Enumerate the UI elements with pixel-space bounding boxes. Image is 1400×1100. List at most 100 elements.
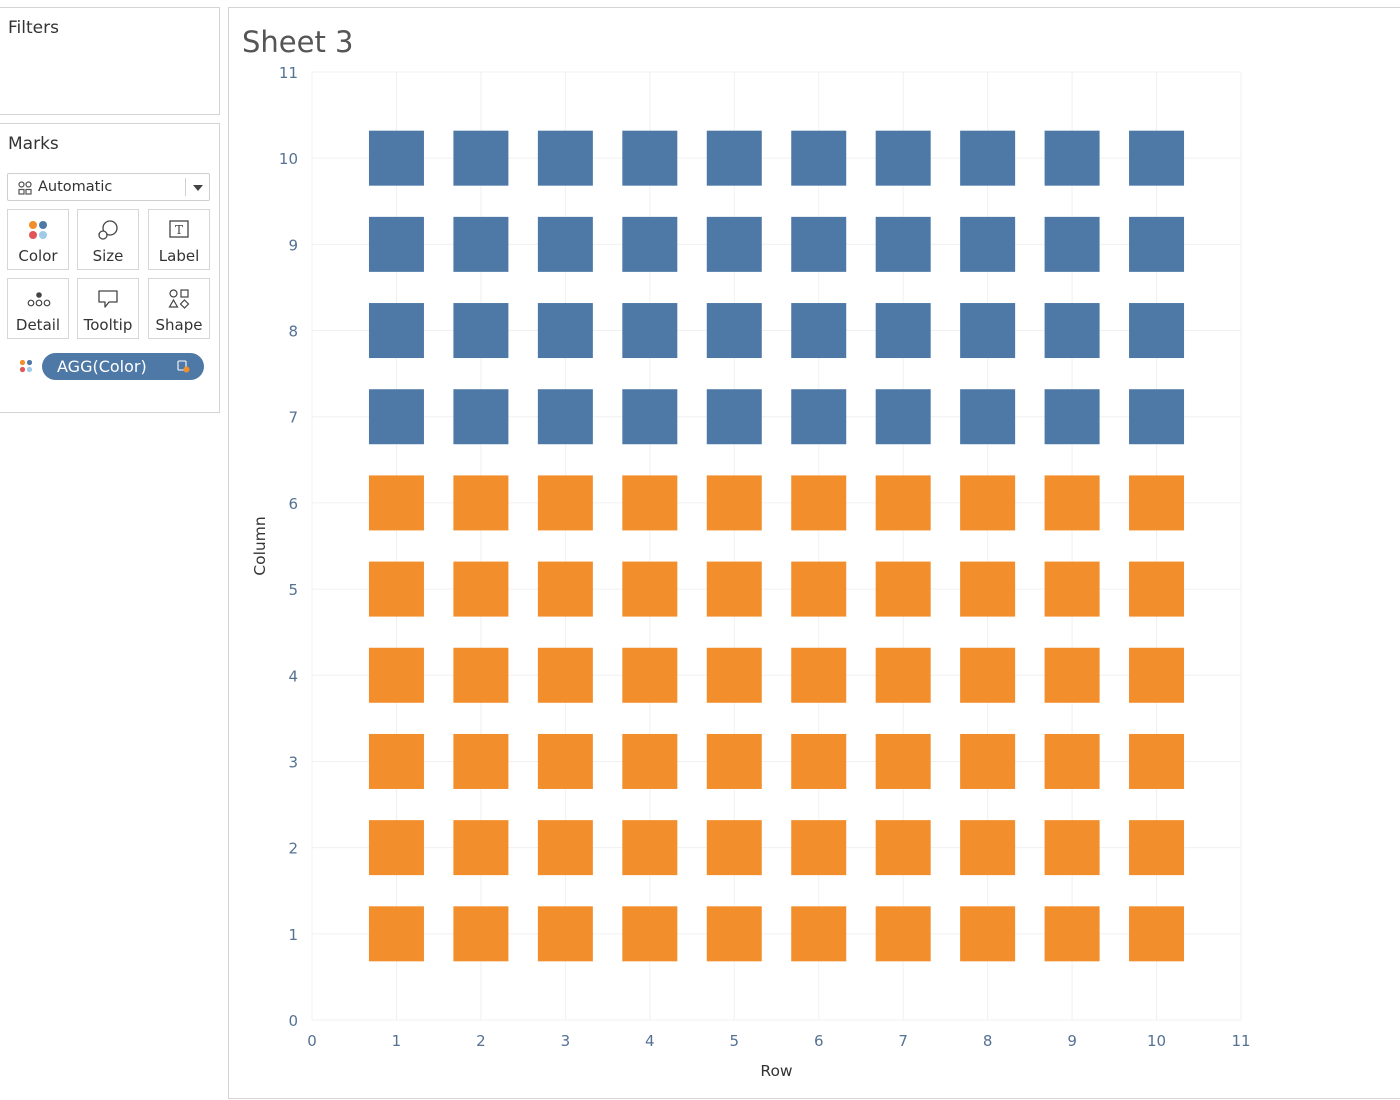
square-mark[interactable] bbox=[875, 561, 931, 617]
square-mark[interactable] bbox=[706, 216, 762, 272]
square-mark[interactable] bbox=[875, 389, 931, 445]
square-mark[interactable] bbox=[1129, 130, 1185, 186]
square-mark[interactable] bbox=[791, 216, 847, 272]
square-mark[interactable] bbox=[368, 906, 424, 962]
square-mark[interactable] bbox=[791, 733, 847, 789]
square-mark[interactable] bbox=[622, 561, 678, 617]
square-mark[interactable] bbox=[1129, 820, 1185, 876]
square-mark[interactable] bbox=[791, 475, 847, 531]
square-mark[interactable] bbox=[622, 475, 678, 531]
square-mark[interactable] bbox=[537, 733, 593, 789]
square-mark[interactable] bbox=[537, 647, 593, 703]
square-mark[interactable] bbox=[453, 561, 509, 617]
square-mark[interactable] bbox=[706, 906, 762, 962]
square-mark[interactable] bbox=[960, 561, 1016, 617]
square-mark[interactable] bbox=[791, 561, 847, 617]
square-mark[interactable] bbox=[706, 561, 762, 617]
square-mark[interactable] bbox=[875, 216, 931, 272]
square-mark[interactable] bbox=[622, 216, 678, 272]
square-mark[interactable] bbox=[368, 216, 424, 272]
square-mark[interactable] bbox=[453, 389, 509, 445]
square-mark[interactable] bbox=[537, 389, 593, 445]
square-mark[interactable] bbox=[622, 733, 678, 789]
square-mark[interactable] bbox=[791, 906, 847, 962]
square-mark[interactable] bbox=[368, 647, 424, 703]
square-mark[interactable] bbox=[706, 475, 762, 531]
square-mark[interactable] bbox=[706, 733, 762, 789]
square-mark[interactable] bbox=[1044, 820, 1100, 876]
square-mark[interactable] bbox=[706, 389, 762, 445]
square-mark[interactable] bbox=[368, 820, 424, 876]
square-mark[interactable] bbox=[1129, 216, 1185, 272]
square-mark[interactable] bbox=[368, 733, 424, 789]
square-mark[interactable] bbox=[960, 820, 1016, 876]
square-mark[interactable] bbox=[875, 820, 931, 876]
square-mark[interactable] bbox=[706, 820, 762, 876]
square-mark[interactable] bbox=[453, 303, 509, 359]
square-mark[interactable] bbox=[1044, 130, 1100, 186]
square-mark[interactable] bbox=[368, 130, 424, 186]
color-button[interactable]: Color bbox=[7, 209, 69, 270]
square-mark[interactable] bbox=[622, 906, 678, 962]
square-mark[interactable] bbox=[1044, 216, 1100, 272]
square-mark[interactable] bbox=[1044, 647, 1100, 703]
square-mark[interactable] bbox=[706, 647, 762, 703]
square-mark[interactable] bbox=[960, 130, 1016, 186]
square-mark[interactable] bbox=[453, 216, 509, 272]
mark-type-dropdown[interactable]: Automatic bbox=[7, 173, 210, 201]
square-mark[interactable] bbox=[1129, 303, 1185, 359]
square-mark[interactable] bbox=[706, 303, 762, 359]
label-button[interactable]: T Label bbox=[148, 209, 210, 270]
square-mark[interactable] bbox=[706, 130, 762, 186]
square-mark[interactable] bbox=[875, 647, 931, 703]
square-mark[interactable] bbox=[537, 820, 593, 876]
square-mark[interactable] bbox=[791, 820, 847, 876]
square-mark[interactable] bbox=[453, 906, 509, 962]
square-mark[interactable] bbox=[1044, 733, 1100, 789]
square-mark[interactable] bbox=[453, 475, 509, 531]
chevron-down-icon[interactable] bbox=[193, 185, 203, 191]
shape-button[interactable]: Shape bbox=[148, 278, 210, 339]
square-mark[interactable] bbox=[537, 906, 593, 962]
square-mark[interactable] bbox=[1129, 561, 1185, 617]
tooltip-button[interactable]: Tooltip bbox=[77, 278, 139, 339]
square-mark[interactable] bbox=[1129, 733, 1185, 789]
square-mark[interactable] bbox=[875, 130, 931, 186]
square-mark[interactable] bbox=[1044, 389, 1100, 445]
filters-shelf[interactable]: Filters bbox=[0, 7, 220, 115]
square-mark[interactable] bbox=[1044, 906, 1100, 962]
square-mark[interactable] bbox=[537, 475, 593, 531]
square-mark[interactable] bbox=[960, 303, 1016, 359]
square-mark[interactable] bbox=[875, 475, 931, 531]
square-mark[interactable] bbox=[960, 475, 1016, 531]
square-mark[interactable] bbox=[622, 303, 678, 359]
square-mark[interactable] bbox=[875, 303, 931, 359]
square-mark[interactable] bbox=[960, 216, 1016, 272]
square-mark[interactable] bbox=[622, 647, 678, 703]
square-mark[interactable] bbox=[960, 733, 1016, 789]
square-mark[interactable] bbox=[1129, 647, 1185, 703]
square-mark[interactable] bbox=[1129, 389, 1185, 445]
square-mark[interactable] bbox=[368, 561, 424, 617]
square-mark[interactable] bbox=[1044, 303, 1100, 359]
square-mark[interactable] bbox=[537, 303, 593, 359]
square-mark[interactable] bbox=[1129, 906, 1185, 962]
size-button[interactable]: Size bbox=[77, 209, 139, 270]
square-mark[interactable] bbox=[537, 130, 593, 186]
square-mark[interactable] bbox=[368, 303, 424, 359]
square-mark[interactable] bbox=[1044, 475, 1100, 531]
square-mark[interactable] bbox=[791, 303, 847, 359]
square-mark[interactable] bbox=[1129, 475, 1185, 531]
square-mark[interactable] bbox=[453, 733, 509, 789]
square-mark[interactable] bbox=[453, 647, 509, 703]
square-mark[interactable] bbox=[791, 130, 847, 186]
square-mark[interactable] bbox=[537, 216, 593, 272]
square-mark[interactable] bbox=[960, 647, 1016, 703]
square-mark[interactable] bbox=[622, 820, 678, 876]
square-mark[interactable] bbox=[622, 389, 678, 445]
square-mark[interactable] bbox=[368, 475, 424, 531]
square-mark[interactable] bbox=[537, 561, 593, 617]
square-mark[interactable] bbox=[875, 733, 931, 789]
square-mark[interactable] bbox=[368, 389, 424, 445]
square-mark[interactable] bbox=[960, 389, 1016, 445]
